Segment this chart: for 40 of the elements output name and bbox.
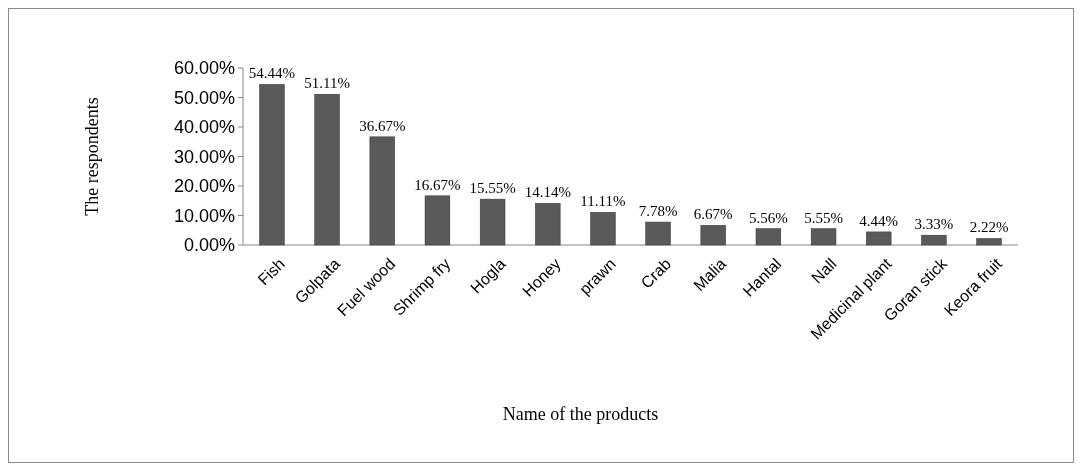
bar — [645, 221, 671, 246]
data-label: 51.11% — [304, 75, 350, 92]
bar — [810, 228, 837, 246]
x-tick-label: Fish — [254, 255, 288, 289]
data-label: 15.55% — [469, 180, 516, 197]
data-label: 2.22% — [969, 219, 1009, 236]
data-label: 5.55% — [804, 209, 843, 226]
data-label: 4.44% — [859, 212, 899, 229]
bar — [369, 136, 395, 246]
y-tick-label: 30.00% — [173, 146, 235, 167]
y-tick-label: 60.00% — [173, 58, 235, 79]
x-tick-label: Nall — [808, 255, 840, 287]
data-label: 36.67% — [359, 117, 406, 134]
y-tick-label: 40.00% — [173, 117, 235, 138]
data-label: 11.11% — [580, 193, 626, 210]
bar — [700, 225, 726, 246]
bar — [866, 231, 892, 246]
x-axis-title: Name of the products — [502, 404, 659, 424]
bar — [479, 198, 506, 246]
bar — [259, 84, 285, 246]
data-label: 7.78% — [638, 203, 678, 220]
data-label: 14.14% — [524, 184, 571, 201]
bar — [590, 211, 616, 246]
data-label: 3.33% — [914, 216, 954, 233]
bar — [424, 195, 451, 246]
y-tick-label: 10.00% — [173, 205, 235, 226]
y-axis-title: The respondents — [82, 97, 102, 216]
y-tick-label: 50.00% — [173, 87, 235, 108]
data-label: 5.56% — [749, 209, 788, 226]
bar — [921, 234, 947, 246]
bar — [755, 228, 782, 246]
y-tick-label: 0.00% — [183, 235, 235, 256]
data-label: 54.44% — [248, 65, 296, 82]
bar — [314, 93, 340, 246]
x-tick-label: Crab — [637, 254, 675, 292]
bar — [976, 238, 1002, 246]
data-label: 6.67% — [693, 206, 733, 223]
data-label: 16.67% — [414, 176, 461, 193]
y-tick-label: 20.00% — [173, 176, 235, 197]
bar — [535, 203, 561, 246]
